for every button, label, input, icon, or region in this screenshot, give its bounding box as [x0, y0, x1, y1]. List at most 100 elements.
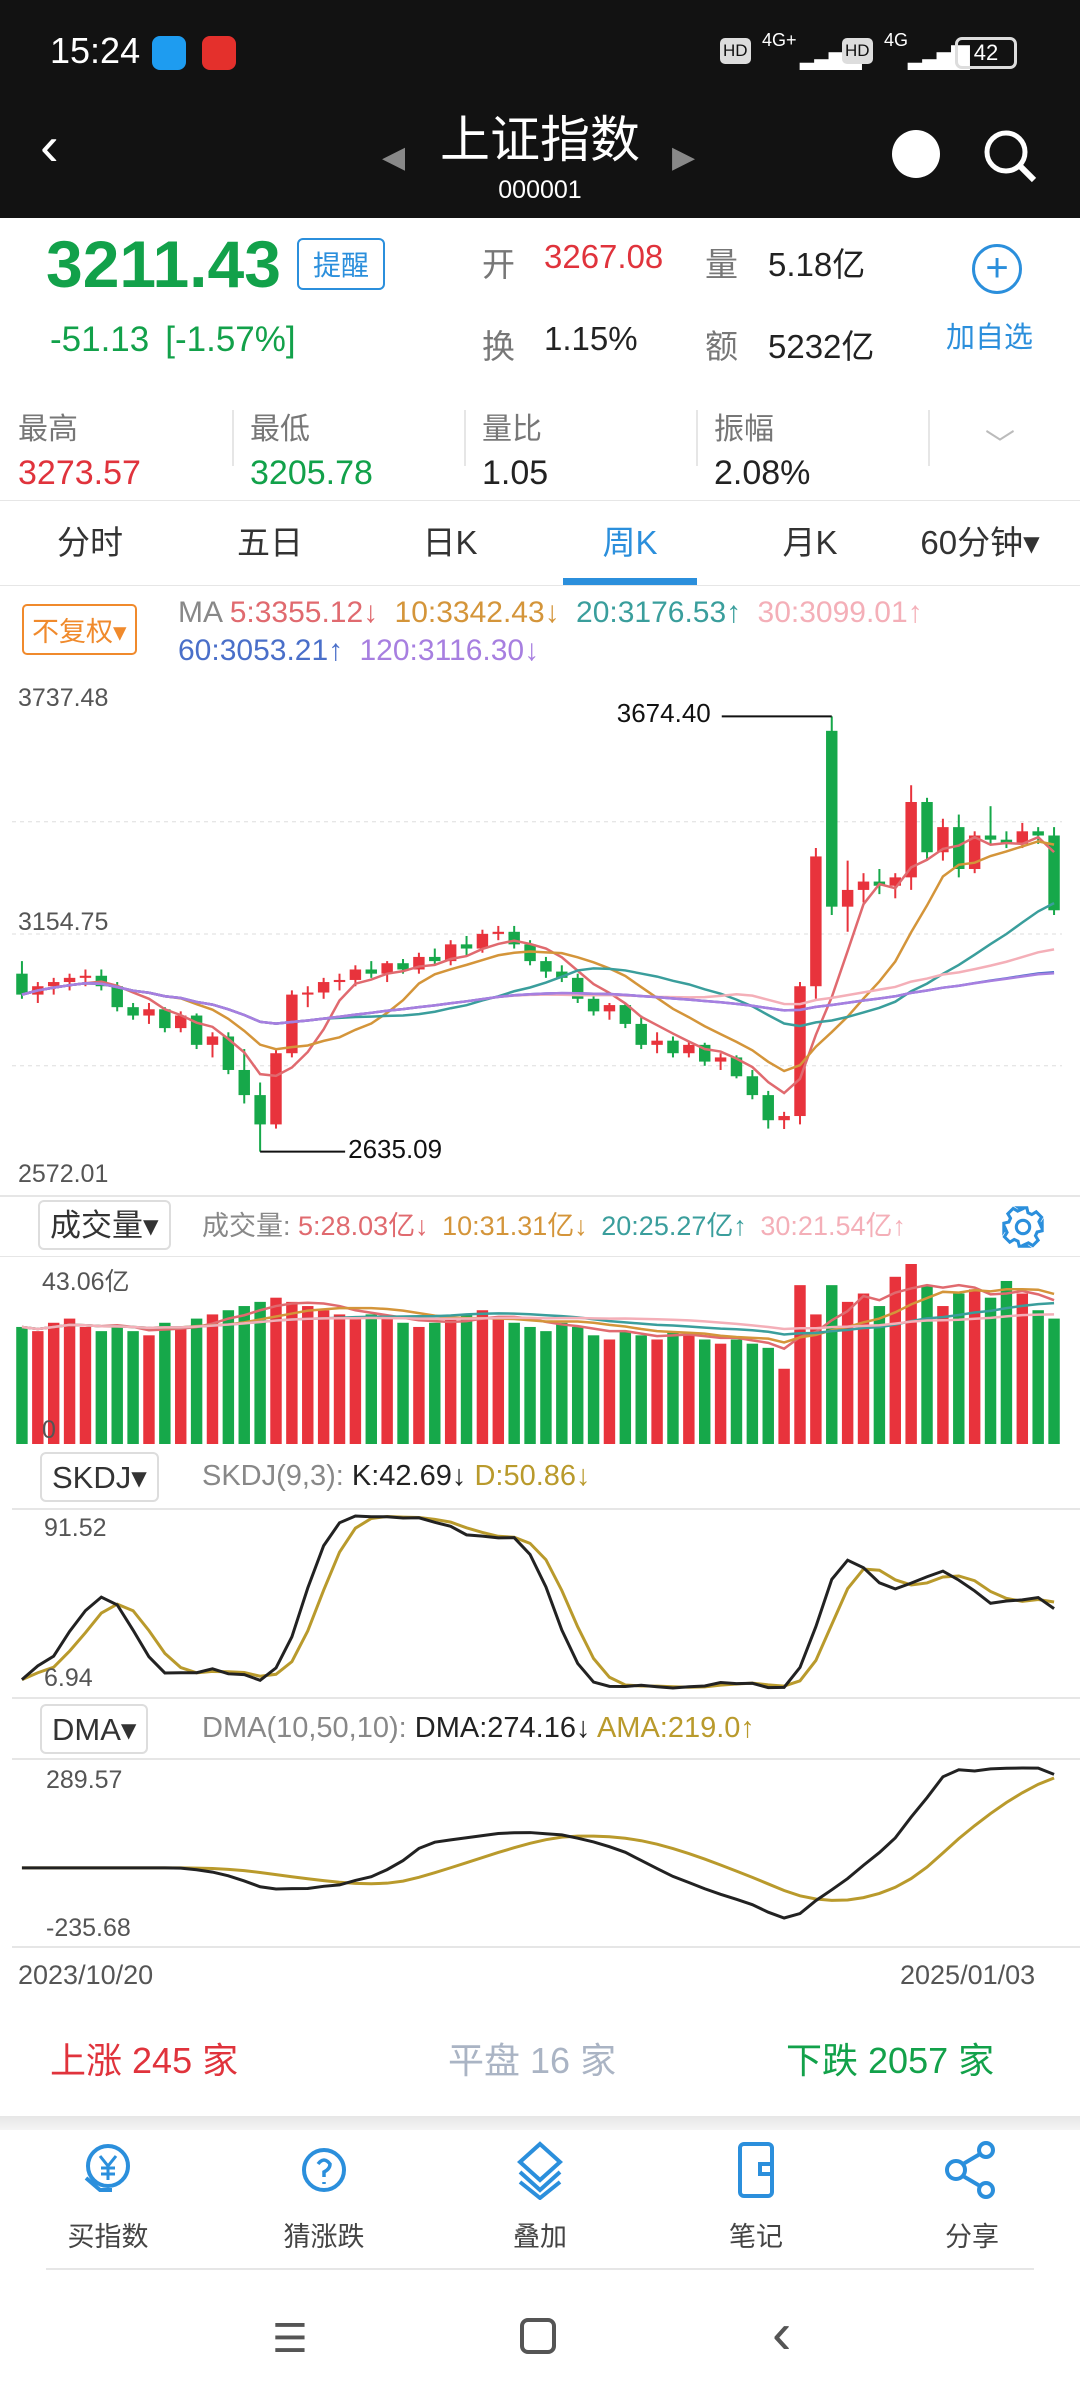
candle-body [683, 1044, 695, 1054]
buy-index-icon [84, 2144, 130, 2192]
prev-stock-button[interactable]: ◀ [382, 141, 406, 174]
tab-4[interactable]: 月K [782, 524, 838, 561]
adjust-selector[interactable]: 不复权▾ [22, 604, 137, 655]
page-title: 上证指数 [440, 112, 640, 168]
volume-bar [667, 1331, 679, 1444]
candle-body [460, 944, 473, 949]
price-row: 3211.43 提醒 [46, 226, 385, 302]
volume-bar [1032, 1310, 1044, 1444]
menu-nav-button[interactable]: ☰ [272, 2317, 308, 2361]
volume-bar [921, 1285, 933, 1444]
candle-body [222, 1036, 235, 1070]
candle-body [317, 982, 330, 993]
search-icon[interactable] [980, 126, 1040, 186]
volume-bar [159, 1322, 171, 1444]
toolbar-guess-button[interactable]: 猜涨跌 [216, 2140, 432, 2254]
volume-bar [699, 1339, 711, 1444]
up-label: 上涨 [50, 2040, 123, 2081]
dma-indicator-selector[interactable]: DMA▾ [40, 1704, 149, 1754]
home-nav-button[interactable] [520, 2318, 556, 2354]
candle-body [794, 986, 806, 1117]
candle-body [302, 992, 314, 995]
candle-body [1000, 839, 1013, 844]
volume-bar [1016, 1293, 1029, 1444]
candle-body [175, 1015, 187, 1029]
high-annotation: 3674.40 [616, 698, 711, 729]
unit: 家 [202, 2040, 239, 2081]
status-time: 15:24 [50, 30, 141, 71]
stat-value: 1.05 [482, 454, 549, 492]
skdj-axis-min: 6.94 [44, 1664, 93, 1692]
dma-axis-max: 289.57 [46, 1766, 123, 1794]
hd-icon: HD [842, 38, 873, 64]
candlestick-chart[interactable] [0, 676, 1080, 1196]
tab-1[interactable]: 五日 [237, 524, 303, 561]
candle-body [143, 1009, 155, 1016]
divider [232, 410, 234, 466]
low-annotation: 2635.09 [348, 1133, 443, 1164]
skdj-legend: SKDJ(9,3): K:42.69↓ D:50.86↓ [202, 1460, 1062, 1493]
divider [0, 1256, 1080, 1257]
tab-5[interactable]: 60分钟▾ [920, 524, 1040, 561]
candle-body [413, 956, 425, 970]
divider [0, 500, 1080, 501]
volume-ma-value: 5:28.03亿↓ [298, 1211, 429, 1241]
candle-body [79, 975, 92, 978]
volume-bar [841, 1301, 854, 1444]
ma-value: 30:3099.01↑ [757, 596, 923, 629]
toolbar-note-button[interactable]: 笔记 [648, 2140, 864, 2254]
candle-body [937, 827, 949, 853]
candle-body [111, 986, 123, 1008]
tab-2[interactable]: 日K [422, 524, 478, 561]
add-watchlist-icon[interactable]: + [972, 244, 1022, 294]
toolbar-label: 叠加 [513, 2222, 567, 2252]
volume-bar [937, 1306, 949, 1444]
volume-indicator-selector[interactable]: 成交量▾ [38, 1200, 171, 1250]
ma-legend: MA 5:3355.12↓ 10:3342.43↓ 20:3176.53↑ 30… [178, 594, 1068, 670]
add-watchlist-button[interactable]: 加自选 [946, 322, 1034, 354]
candle-body [270, 1053, 282, 1125]
settings-icon[interactable] [1000, 1204, 1046, 1250]
candle-body [444, 944, 457, 962]
volume-axis-max: 43.06亿 [42, 1268, 130, 1296]
skdj-indicator-selector[interactable]: SKDJ▾ [40, 1452, 159, 1502]
skdj-k-value: K:42.69↓ [351, 1460, 467, 1492]
back-nav-button[interactable]: ‹ [772, 2301, 792, 2366]
volume-bar [206, 1314, 219, 1444]
candle-body [429, 956, 441, 962]
network-label: 4G [884, 30, 909, 50]
note-icon [738, 2142, 774, 2198]
ma-value: 120:3116.30↓ [359, 634, 540, 667]
volume-bar [349, 1318, 362, 1444]
down-value: 2057 [868, 2040, 949, 2081]
dma-chart[interactable] [0, 1760, 1080, 1946]
toolbar-layers-button[interactable]: 叠加 [432, 2140, 648, 2254]
selector-label: DMA [52, 1712, 121, 1747]
candle-body [476, 933, 489, 949]
tab-3[interactable]: 周K [602, 524, 658, 561]
skdj-axis-max: 91.52 [44, 1514, 107, 1542]
volume-bar [571, 1326, 584, 1444]
back-button[interactable]: ‹ [40, 114, 59, 177]
candle-body [159, 1009, 171, 1029]
divider [696, 410, 698, 466]
toolbar-share-button[interactable]: 分享 [864, 2140, 1080, 2254]
chevron-down-icon[interactable]: ﹀ [985, 429, 1015, 462]
toolbar-buy-index-button[interactable]: 买指数 [0, 2140, 216, 2254]
volume-bar [111, 1326, 123, 1444]
divider [12, 1697, 1080, 1699]
customer-service-icon[interactable] [892, 130, 940, 178]
next-stock-button[interactable]: ▶ [672, 141, 696, 174]
volume-value: 5.18亿 [768, 246, 866, 283]
candle-body [667, 1040, 679, 1054]
candle-body [651, 1040, 663, 1045]
volume-bar [587, 1335, 600, 1444]
divider [0, 1195, 1080, 1197]
volume-chart[interactable] [0, 1256, 1080, 1446]
selector-label: 成交量 [50, 1208, 143, 1243]
volume-bar [810, 1314, 822, 1444]
volume-bar [238, 1306, 250, 1444]
tab-0[interactable]: 分时 [57, 524, 123, 561]
skdj-chart[interactable] [0, 1510, 1080, 1696]
alert-button[interactable]: 提醒 [296, 238, 385, 290]
